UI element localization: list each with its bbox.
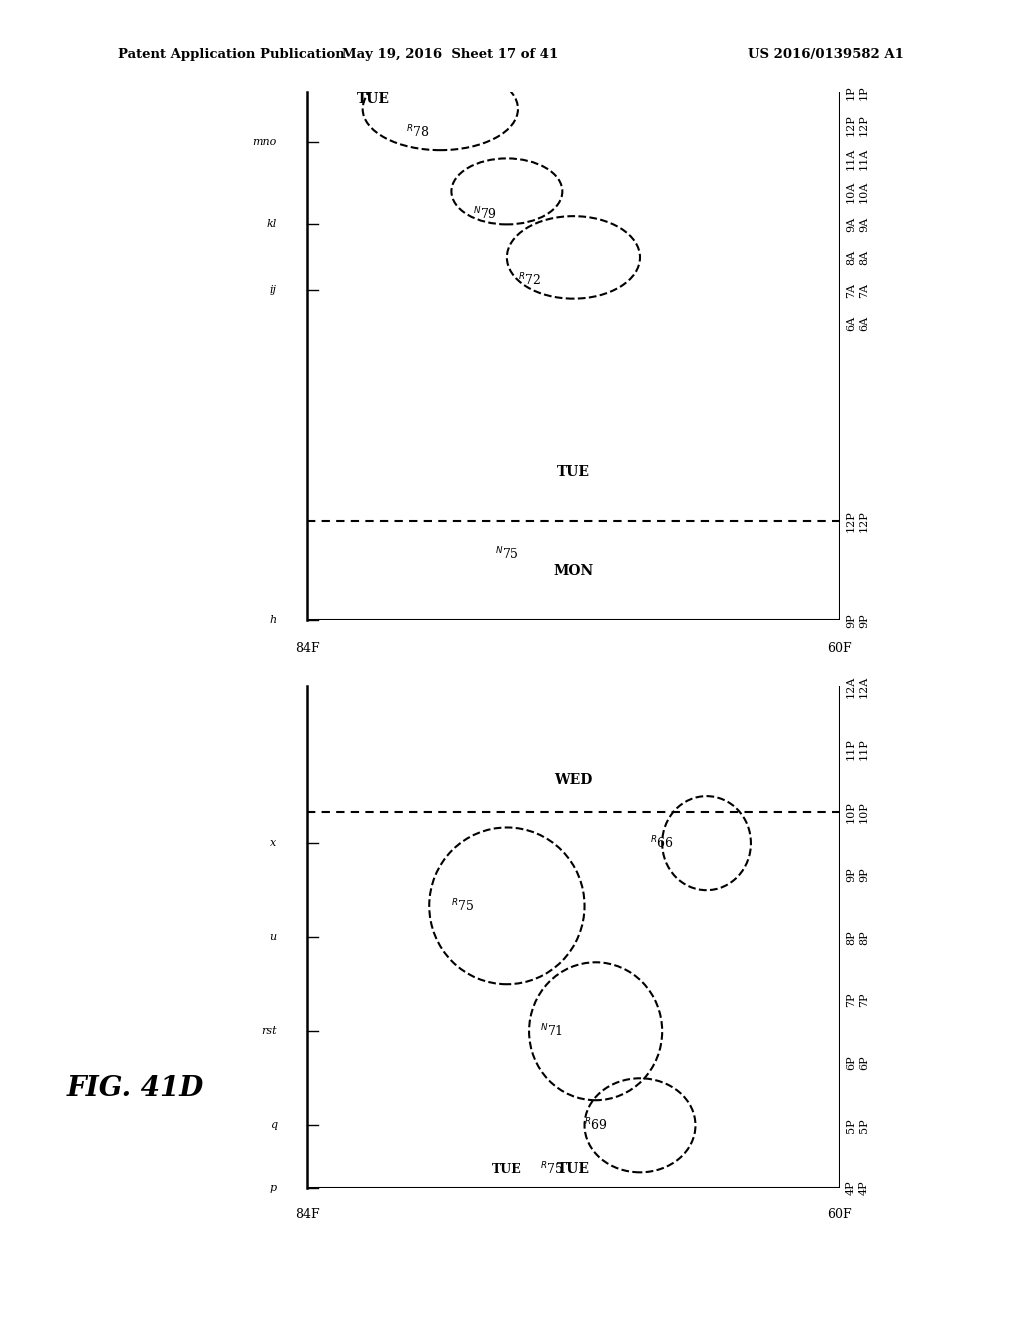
Text: 12P: 12P: [859, 115, 869, 136]
Text: 10P: 10P: [846, 801, 856, 822]
Text: 7A: 7A: [859, 282, 869, 298]
Text: 9P: 9P: [846, 867, 856, 882]
Text: 11P: 11P: [859, 738, 869, 760]
Text: MON: MON: [553, 564, 594, 578]
Text: Patent Application Publication: Patent Application Publication: [118, 48, 344, 61]
Text: 6A: 6A: [846, 315, 856, 331]
Text: $^{R}$69: $^{R}$69: [584, 1117, 607, 1134]
Text: 6A: 6A: [859, 315, 869, 331]
Text: 84F: 84F: [295, 642, 319, 655]
Text: 8P: 8P: [859, 929, 869, 945]
Text: 12A: 12A: [846, 676, 856, 697]
Text: 11A: 11A: [859, 148, 869, 169]
Text: $^{N}$79: $^{N}$79: [473, 206, 497, 223]
Text: 6P: 6P: [859, 1055, 869, 1071]
Text: May 19, 2016  Sheet 17 of 41: May 19, 2016 Sheet 17 of 41: [342, 48, 559, 61]
Text: 7A: 7A: [846, 282, 856, 298]
Text: 4P: 4P: [846, 1180, 856, 1196]
Text: 60F: 60F: [827, 1208, 852, 1221]
Text: rst: rst: [261, 1026, 276, 1036]
Text: 12P: 12P: [859, 511, 869, 532]
Text: 9A: 9A: [846, 216, 856, 232]
Text: 60F: 60F: [827, 642, 852, 655]
Text: 5P: 5P: [859, 1118, 869, 1133]
Text: 12P: 12P: [846, 115, 856, 136]
Text: $^{R}$72: $^{R}$72: [517, 272, 541, 289]
Text: 8A: 8A: [846, 249, 856, 265]
Text: $^{R}$75: $^{R}$75: [451, 898, 474, 915]
Text: 7P: 7P: [846, 993, 856, 1007]
Text: 10A: 10A: [846, 181, 856, 202]
Text: ij: ij: [269, 285, 276, 296]
Text: 11A: 11A: [846, 148, 856, 169]
Text: WED: WED: [554, 774, 593, 788]
Text: 4P: 4P: [859, 1180, 869, 1196]
Text: 9P: 9P: [846, 612, 856, 628]
Text: mno: mno: [252, 137, 276, 147]
Text: kl: kl: [266, 219, 276, 230]
Text: 8A: 8A: [859, 249, 869, 265]
Text: 11P: 11P: [846, 738, 856, 760]
Text: 7P: 7P: [859, 993, 869, 1007]
Text: 12A: 12A: [859, 676, 869, 697]
Text: 12P: 12P: [846, 511, 856, 532]
Text: $^{R}$78: $^{R}$78: [407, 124, 430, 140]
Text: p: p: [269, 1183, 276, 1193]
Text: q: q: [269, 1121, 276, 1130]
Text: 1P: 1P: [846, 84, 856, 100]
Text: 1P: 1P: [859, 84, 869, 100]
Text: $^{R}$66: $^{R}$66: [650, 834, 674, 851]
Text: $^{N}$71: $^{N}$71: [540, 1023, 563, 1040]
Text: $^{R}$75: $^{R}$75: [540, 1160, 563, 1177]
Text: 8P: 8P: [846, 929, 856, 945]
Text: 84F: 84F: [295, 1208, 319, 1221]
Text: TUE: TUE: [357, 92, 390, 107]
Text: 10P: 10P: [859, 801, 869, 822]
Text: x: x: [270, 838, 276, 849]
Text: TUE: TUE: [557, 465, 590, 479]
Text: 5P: 5P: [846, 1118, 856, 1133]
Text: 6P: 6P: [846, 1055, 856, 1071]
Text: TUE: TUE: [557, 1162, 590, 1176]
Text: 10A: 10A: [859, 181, 869, 202]
Text: h: h: [269, 615, 276, 626]
Text: 9P: 9P: [859, 612, 869, 628]
Text: u: u: [269, 932, 276, 942]
Text: FIG. 41D: FIG. 41D: [67, 1076, 204, 1102]
Text: TUE: TUE: [492, 1163, 522, 1176]
Text: US 2016/0139582 A1: US 2016/0139582 A1: [748, 48, 903, 61]
Text: 9A: 9A: [859, 216, 869, 232]
Text: 9P: 9P: [859, 867, 869, 882]
Text: $^{N}$75: $^{N}$75: [495, 546, 519, 562]
